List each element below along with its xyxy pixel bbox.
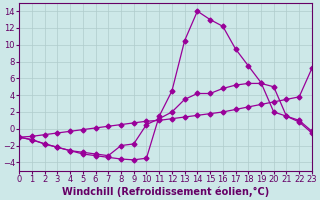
X-axis label: Windchill (Refroidissement éolien,°C): Windchill (Refroidissement éolien,°C) [62,187,269,197]
